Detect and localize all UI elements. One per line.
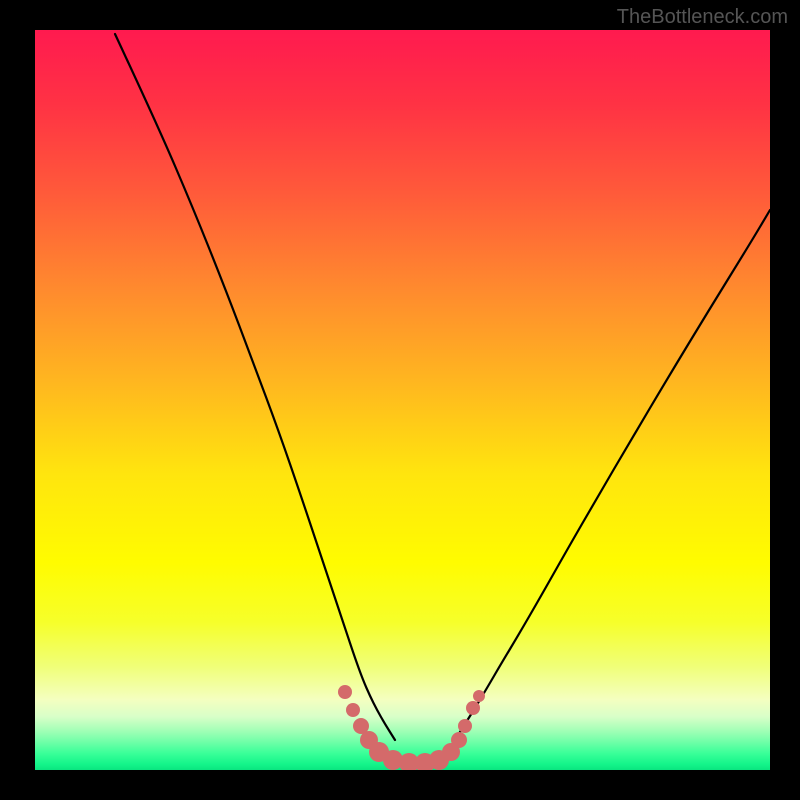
marker-dot bbox=[473, 690, 485, 702]
watermark-text: TheBottleneck.com bbox=[617, 6, 788, 29]
chart-container: TheBottleneck.com bbox=[0, 0, 800, 800]
marker-dot bbox=[458, 719, 472, 733]
marker-dot bbox=[466, 701, 480, 715]
marker-dot bbox=[338, 685, 352, 699]
plot-area bbox=[35, 30, 770, 770]
marker-dot bbox=[346, 703, 360, 717]
chart-svg bbox=[35, 30, 770, 770]
marker-dot bbox=[451, 732, 467, 748]
gradient-background bbox=[35, 30, 770, 770]
